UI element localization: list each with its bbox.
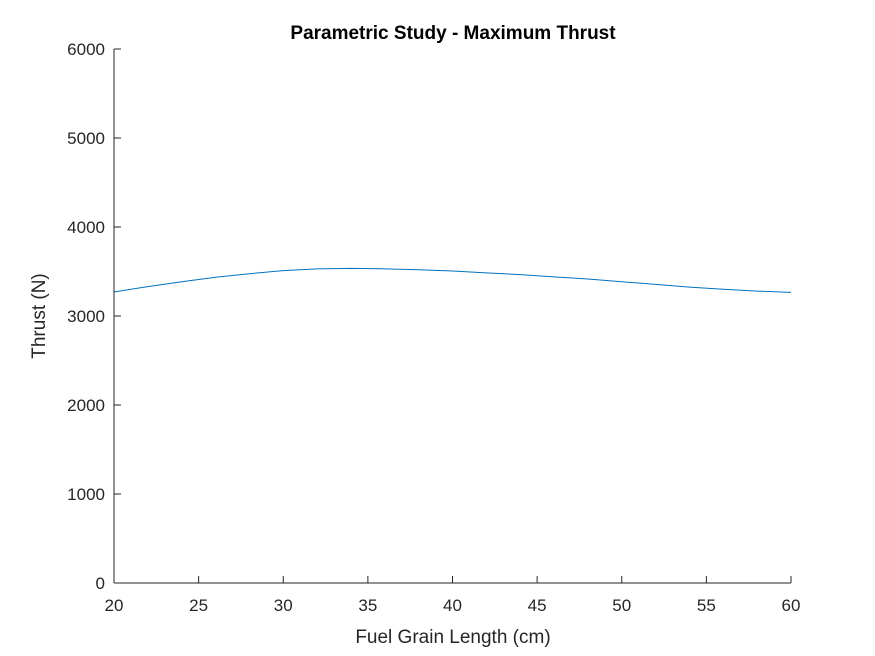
y-tick-label: 3000 — [67, 307, 105, 326]
x-tick-label: 30 — [274, 596, 293, 615]
x-axis-label: Fuel Grain Length (cm) — [355, 627, 550, 648]
y-axis-label: Thrust (N) — [29, 273, 50, 359]
y-axis: 0 1000 2000 3000 4000 5000 6000 — [67, 40, 121, 593]
y-tick-label: 6000 — [67, 40, 105, 59]
x-tick-label: 40 — [443, 596, 462, 615]
plot-area — [113, 267, 792, 293]
y-tick-label: 4000 — [67, 218, 105, 237]
y-tick-label: 5000 — [67, 129, 105, 148]
x-tick-label: 45 — [528, 596, 547, 615]
y-tick-label: 1000 — [67, 485, 105, 504]
x-tick-label: 60 — [782, 596, 801, 615]
x-tick-label: 55 — [697, 596, 716, 615]
x-tick-label: 50 — [612, 596, 631, 615]
chart-title: Parametric Study - Maximum Thrust — [290, 23, 616, 44]
x-axis: 20 25 30 35 40 45 50 55 60 — [105, 576, 801, 615]
x-tick-label: 35 — [358, 596, 377, 615]
x-tick-label: 20 — [105, 596, 124, 615]
x-tick-label: 25 — [189, 596, 208, 615]
y-tick-label: 0 — [96, 574, 105, 593]
y-tick-label: 2000 — [67, 396, 105, 415]
series-line-0 — [113, 267, 792, 293]
